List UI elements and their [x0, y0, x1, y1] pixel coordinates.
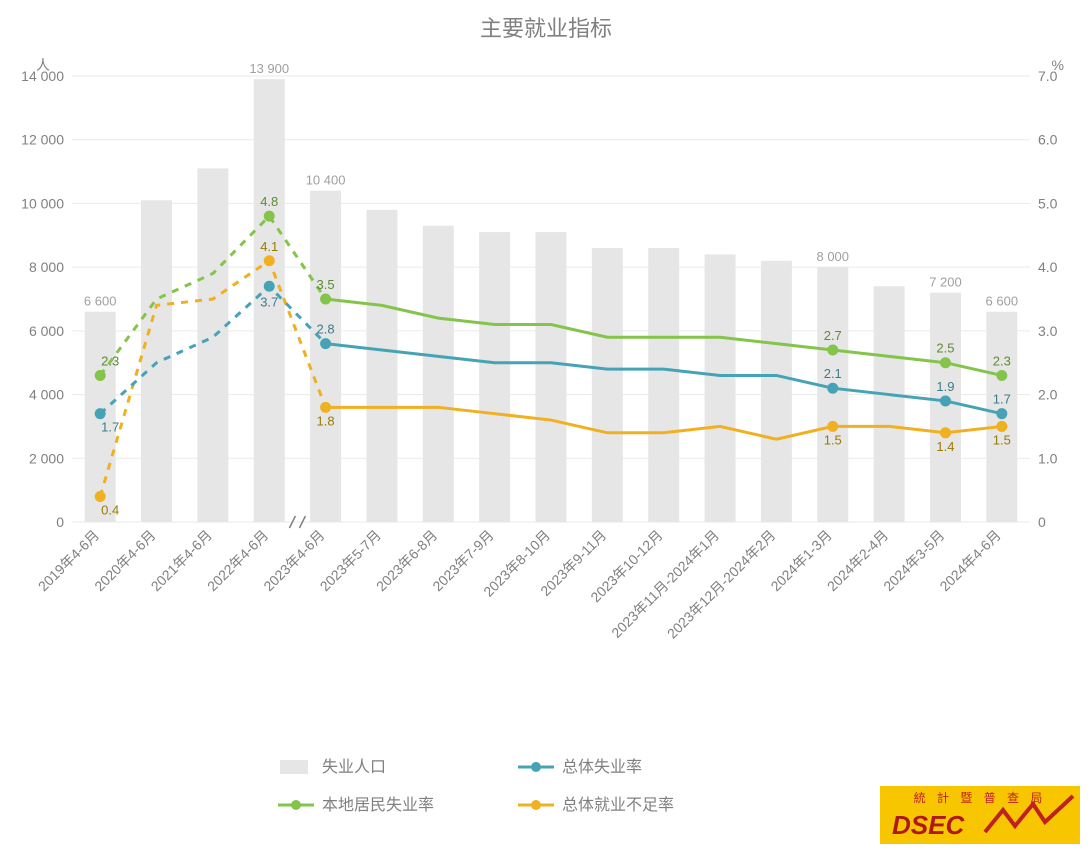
legend-marker-underemp	[531, 800, 541, 810]
bar	[817, 267, 848, 522]
value-label-overall_unemp: 1.7	[993, 392, 1011, 407]
y-left-title: 人	[36, 57, 50, 73]
legend-marker-local_unemp	[291, 800, 301, 810]
value-label-local_unemp: 2.7	[824, 328, 842, 343]
value-label-local_unemp: 2.3	[993, 353, 1011, 368]
bar-value-label: 6 600	[986, 294, 1019, 309]
y-right-tick: 6.0	[1038, 132, 1058, 148]
bar	[310, 191, 341, 522]
bar-value-label: 6 600	[84, 294, 117, 309]
bar-value-label: 8 000	[816, 249, 849, 264]
value-label-underemp: 1.5	[824, 432, 842, 447]
bar-value-label: 13 900	[249, 61, 289, 76]
legend-swatch-bars	[280, 760, 308, 774]
y-left-tick: 0	[56, 514, 64, 530]
marker-local_unemp	[95, 370, 105, 380]
value-label-local_unemp: 4.8	[260, 194, 278, 209]
y-right-tick: 5.0	[1038, 195, 1058, 211]
chart-title: 主要就业指标	[480, 16, 612, 41]
legend-label: 总体失业率	[562, 758, 642, 776]
value-label-overall_unemp: 3.7	[260, 294, 278, 309]
y-right-tick: 1.0	[1038, 450, 1058, 466]
bar	[874, 286, 905, 522]
y-right-tick: 2.0	[1038, 387, 1058, 403]
marker-local_unemp	[828, 345, 838, 355]
bar	[536, 232, 567, 522]
bar	[366, 210, 397, 522]
y-left-tick: 10 000	[21, 195, 64, 211]
value-label-local_unemp: 2.3	[101, 353, 119, 368]
marker-local_unemp	[940, 358, 950, 368]
dsec-logo-cn: 統 計 暨 普 查 局	[914, 790, 1047, 805]
value-label-underemp: 1.4	[936, 439, 954, 454]
marker-local_unemp	[321, 294, 331, 304]
value-label-underemp: 1.5	[993, 432, 1011, 447]
y-left-tick: 2 000	[29, 450, 64, 466]
bar	[592, 248, 623, 522]
legend-label: 本地居民失业率	[322, 796, 434, 814]
y-left-tick: 6 000	[29, 323, 64, 339]
y-right-tick: 3.0	[1038, 323, 1058, 339]
chart-svg: 主要就业指标 0 0 2 000 1.0 4 000 2.0 6 000 3.0 8 000 4.0…	[0, 0, 1092, 852]
marker-overall_unemp	[264, 281, 274, 291]
marker-overall_unemp	[940, 396, 950, 406]
value-label-overall_unemp: 2.8	[317, 322, 335, 337]
marker-underemp	[940, 428, 950, 438]
y-right-tick: 0	[1038, 514, 1046, 530]
legend-label: 总体就业不足率	[562, 796, 674, 814]
value-label-local_unemp: 3.5	[317, 277, 335, 292]
marker-underemp	[321, 402, 331, 412]
bar	[930, 293, 961, 522]
dsec-logo-text: DSEC	[892, 810, 965, 840]
bar-value-label: 7 200	[929, 275, 962, 290]
value-label-overall_unemp: 1.9	[936, 379, 954, 394]
y-right-tick: 4.0	[1038, 259, 1058, 275]
y-left-tick: 8 000	[29, 259, 64, 275]
marker-overall_unemp	[95, 409, 105, 419]
y-right-title: %	[1052, 57, 1064, 73]
marker-underemp	[997, 421, 1007, 431]
marker-underemp	[264, 256, 274, 266]
marker-overall_unemp	[828, 383, 838, 393]
value-label-overall_unemp: 1.7	[101, 420, 119, 435]
marker-overall_unemp	[997, 409, 1007, 419]
bar	[648, 248, 679, 522]
marker-underemp	[828, 421, 838, 431]
bar	[197, 168, 228, 522]
value-label-overall_unemp: 2.1	[824, 366, 842, 381]
marker-overall_unemp	[321, 339, 331, 349]
legend-marker-overall_unemp	[531, 762, 541, 772]
value-label-local_unemp: 2.5	[936, 341, 954, 356]
bar	[761, 261, 792, 522]
y-left-tick: 12 000	[21, 132, 64, 148]
value-label-underemp: 4.1	[260, 239, 278, 254]
bar	[423, 226, 454, 522]
legend-label: 失业人口	[322, 758, 386, 776]
bar	[705, 254, 736, 522]
value-label-underemp: 0.4	[101, 503, 119, 518]
bar	[479, 232, 510, 522]
value-label-underemp: 1.8	[317, 413, 335, 428]
marker-underemp	[95, 492, 105, 502]
bar-value-label: 10 400	[306, 173, 346, 188]
marker-local_unemp	[264, 211, 274, 221]
y-left-tick: 4 000	[29, 387, 64, 403]
employment-indicators-chart: 主要就业指标 0 0 2 000 1.0 4 000 2.0 6 000 3.0 8 000 4.0…	[0, 0, 1092, 852]
marker-local_unemp	[997, 370, 1007, 380]
